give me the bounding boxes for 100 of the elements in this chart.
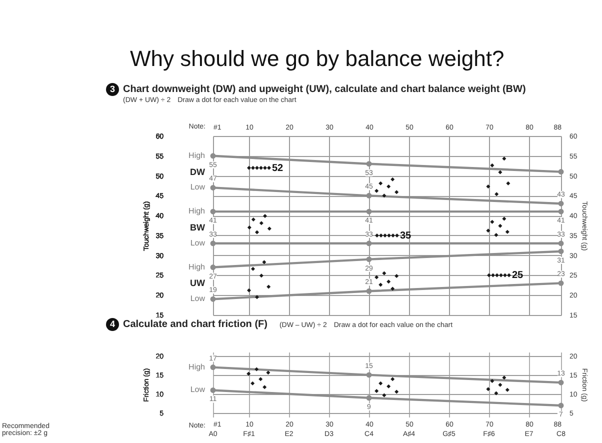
point [255, 230, 259, 234]
annotation: Low [190, 385, 206, 394]
point [374, 275, 379, 280]
point [262, 260, 266, 264]
point [486, 228, 490, 233]
point [494, 391, 498, 396]
point [247, 288, 251, 292]
point [390, 377, 395, 382]
point [250, 381, 255, 386]
point [254, 367, 259, 372]
point [386, 280, 391, 284]
point [498, 170, 502, 174]
point [502, 156, 506, 161]
point [366, 240, 372, 246]
annotation: 25 [512, 270, 524, 282]
point [498, 382, 502, 387]
point [505, 230, 510, 234]
point [558, 200, 564, 206]
point [390, 177, 395, 182]
point [383, 233, 387, 238]
point [262, 385, 267, 390]
point [382, 271, 386, 276]
chart-subtitle: Chart downweight (DW) and upweight (UW), calculate and chart balance weight (BW) [123, 84, 526, 96]
point [558, 248, 564, 254]
point [374, 389, 379, 393]
point [499, 273, 503, 278]
point [558, 402, 564, 408]
point [210, 240, 216, 246]
point [386, 184, 391, 189]
point [366, 372, 372, 378]
annotation: Low [190, 238, 206, 248]
annotation: High [188, 362, 205, 372]
point [258, 377, 263, 382]
point [247, 166, 251, 170]
point [391, 233, 395, 238]
point [490, 163, 494, 168]
point [210, 364, 216, 370]
point [486, 387, 490, 392]
point [490, 220, 494, 224]
point [386, 384, 391, 388]
point [259, 166, 263, 170]
point [266, 370, 270, 375]
point [366, 256, 372, 262]
number-badge-icon: 3 [106, 83, 119, 96]
point [387, 233, 391, 238]
point [374, 188, 379, 193]
annotation: 52 [272, 162, 284, 174]
point [502, 376, 506, 380]
annotation: Low [190, 294, 206, 304]
point [382, 194, 386, 198]
annotation: Low [190, 182, 206, 192]
point [259, 221, 264, 226]
point [378, 181, 383, 186]
text: BW [190, 222, 206, 232]
chart-title: Why should we go by balance weight? [130, 46, 504, 72]
point [558, 169, 564, 175]
point [255, 166, 259, 170]
point [267, 166, 271, 170]
point [263, 214, 267, 218]
point [490, 379, 494, 384]
number-badge-icon: 4 [106, 318, 119, 331]
annotation: High [188, 262, 205, 272]
point [558, 240, 564, 246]
point [366, 192, 372, 198]
point [502, 216, 506, 221]
text: DW [190, 166, 206, 177]
point [379, 233, 383, 238]
point [390, 286, 395, 291]
point [247, 225, 252, 230]
point [558, 280, 564, 286]
point [210, 153, 216, 159]
point [266, 284, 271, 289]
point [498, 224, 502, 228]
point [378, 381, 383, 386]
point [503, 273, 507, 278]
text: UW [190, 278, 206, 288]
point [378, 282, 383, 287]
point [366, 208, 372, 214]
point [366, 395, 372, 401]
chart-title: Calculate and chart friction (F) [123, 319, 268, 330]
point [394, 390, 399, 394]
point [491, 273, 495, 278]
point [394, 274, 399, 278]
point [210, 208, 216, 214]
point [251, 218, 256, 222]
point [251, 266, 255, 271]
point [366, 288, 372, 294]
point [494, 233, 498, 238]
point [558, 208, 564, 214]
annotation: High [188, 206, 205, 216]
point [210, 388, 216, 393]
point [255, 295, 259, 300]
point [394, 190, 399, 194]
point [246, 372, 251, 376]
point [267, 226, 272, 231]
point [487, 273, 491, 278]
point [210, 184, 216, 190]
point [375, 233, 379, 238]
point [251, 166, 255, 170]
point [486, 184, 490, 189]
